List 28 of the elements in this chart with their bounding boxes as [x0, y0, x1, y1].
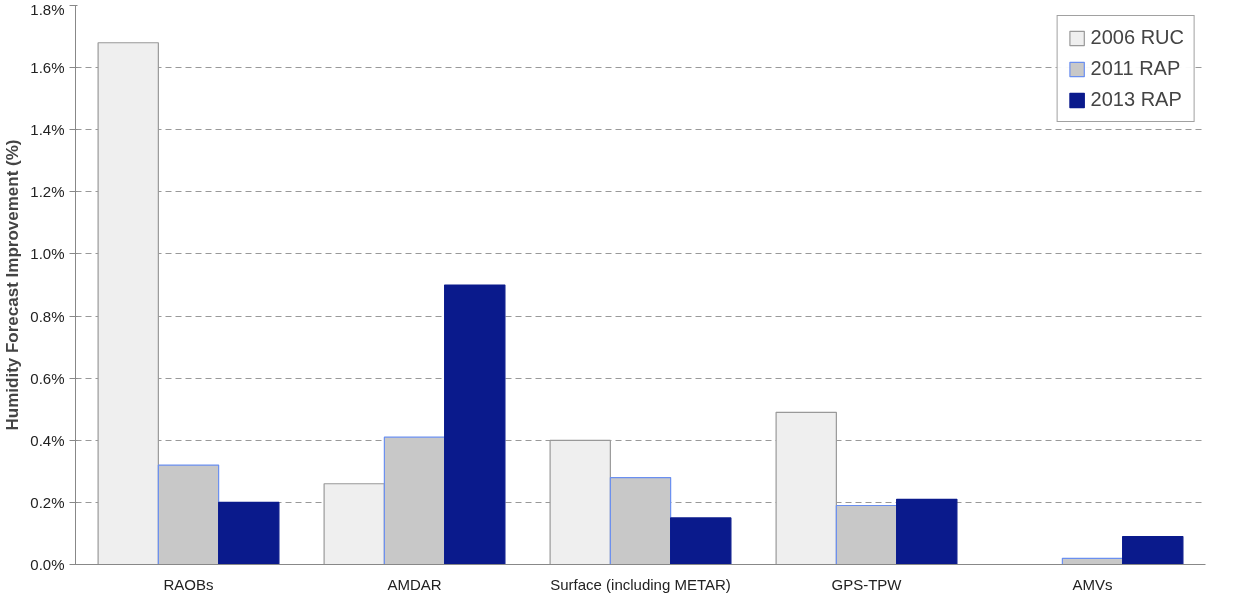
- bar: [1122, 535, 1184, 565]
- y-tick-label: 1.4%: [30, 121, 65, 139]
- y-tick-label: 0.4%: [30, 431, 65, 449]
- legend-label: 2011 RAP: [1090, 57, 1181, 80]
- x-tick-label: AMDAR: [387, 575, 442, 593]
- legend-label: 2006 RUC: [1090, 26, 1184, 49]
- x-tick-label: GPS-TPW: [831, 575, 903, 593]
- y-tick-label: 0.0%: [30, 556, 65, 573]
- bar: [835, 504, 898, 565]
- bar: [218, 501, 280, 565]
- y-axis-title: Humidity Forecast Improvement (%): [3, 139, 23, 431]
- bar: [670, 517, 732, 565]
- x-tick-label: AMVs: [1072, 575, 1113, 593]
- y-tick-label: 0.8%: [30, 307, 65, 325]
- bar: [444, 284, 506, 565]
- y-tick-label: 1.8%: [30, 0, 65, 18]
- legend-label: 2013 RAP: [1090, 88, 1182, 111]
- bar: [383, 436, 446, 565]
- y-tick-label: 1.0%: [30, 245, 65, 263]
- y-tick-label: 1.6%: [30, 59, 65, 77]
- bar: [157, 464, 220, 565]
- y-tick-label: 0.2%: [30, 493, 65, 511]
- x-tick-label: RAOBs: [163, 575, 214, 593]
- bar: [609, 476, 672, 565]
- y-tick-label: 1.2%: [30, 183, 65, 201]
- y-tick-label: 0.6%: [30, 369, 65, 387]
- x-tick-label: Surface (including METAR): [550, 575, 731, 593]
- bar: [896, 498, 958, 565]
